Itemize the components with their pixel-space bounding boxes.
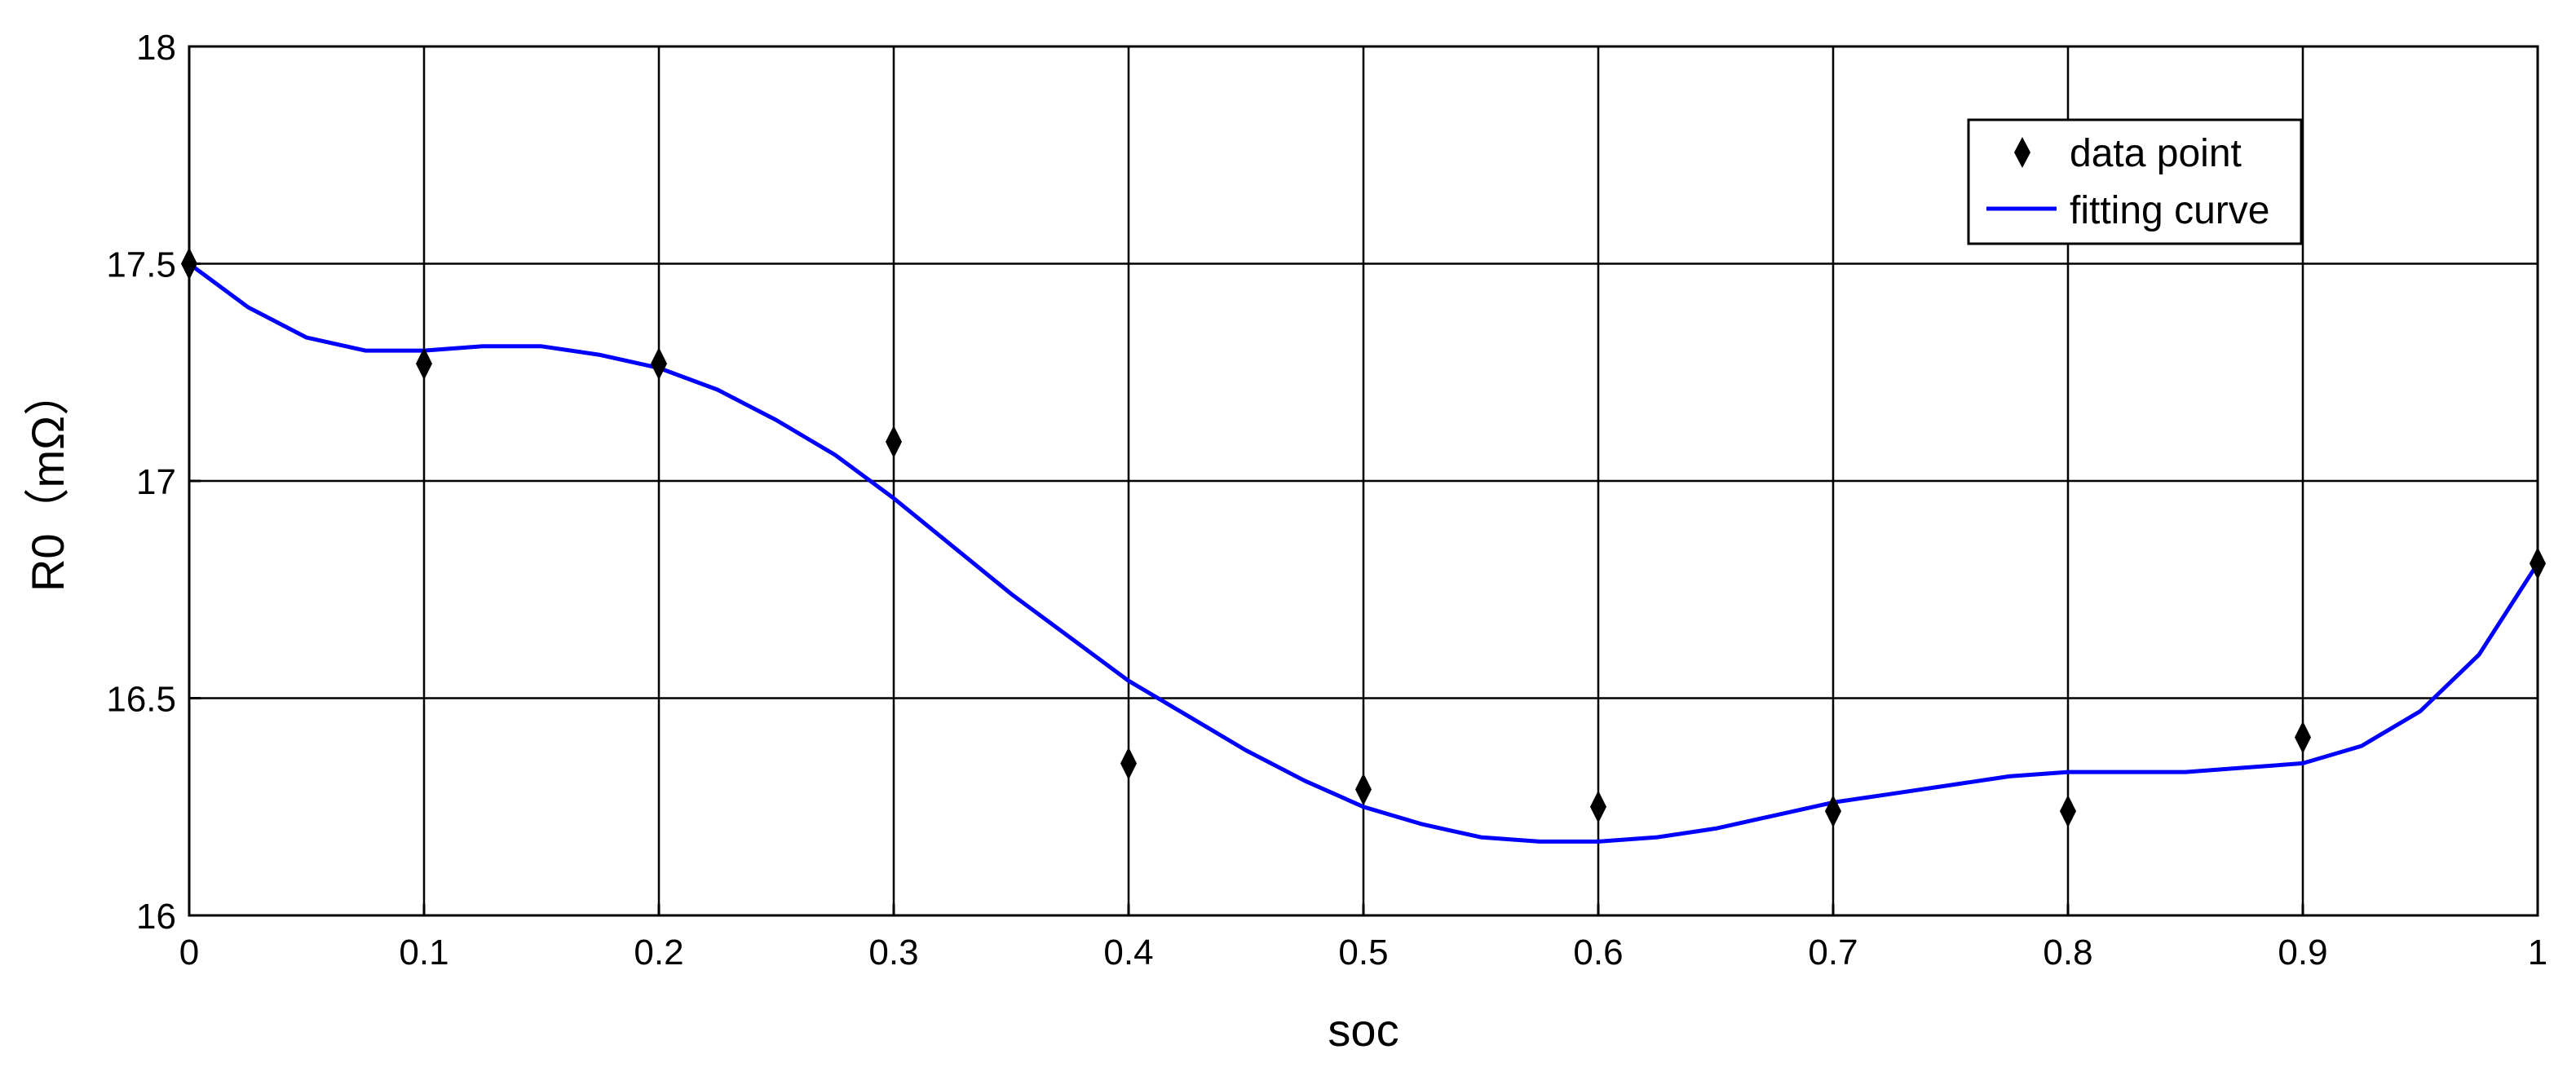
- legend-label-data-point: data point: [2070, 132, 2242, 175]
- data-point-marker: [1120, 747, 1137, 780]
- y-tick-label: 18: [136, 28, 176, 68]
- legend: data point fitting curve: [1967, 118, 2303, 245]
- series-layer: [181, 247, 2546, 844]
- y-tick-label: 17.5: [106, 245, 176, 285]
- y-tick-label: 16: [136, 897, 176, 937]
- x-tick-label: 0.1: [399, 933, 448, 972]
- plot-frame: [188, 45, 2539, 917]
- data-point-marker: [2060, 795, 2076, 828]
- data-point-marker: [2295, 721, 2311, 754]
- x-tick-label: 1: [2528, 933, 2547, 972]
- legend-label-fitting-curve: fitting curve: [2070, 189, 2269, 232]
- x-tick-label: 0.6: [1573, 933, 1623, 972]
- x-tick-label: 0: [179, 933, 199, 972]
- y-tick-label: 17: [136, 462, 176, 502]
- data-point-marker: [651, 347, 667, 381]
- x-tick-label: 0.2: [634, 933, 683, 972]
- x-tick-label: 0.4: [1103, 933, 1153, 972]
- legend-marker-data-point: [2014, 137, 2030, 168]
- data-point-marker: [1590, 790, 1606, 823]
- fitting-curve-line: [187, 262, 2540, 844]
- y-tick-label: 16.5: [106, 680, 176, 720]
- x-axis-title: soc: [1328, 1004, 1398, 1056]
- x-axis-ticks: 0 0.1 0.2 0.3 0.4 0.5 0.6 0.7 0.8 0.9 1: [179, 904, 2547, 972]
- x-tick-label: 0.8: [2043, 933, 2092, 972]
- data-point-marker: [886, 426, 902, 459]
- x-tick-label: 0.7: [1808, 933, 1858, 972]
- x-tick-label: 0.9: [2278, 933, 2327, 972]
- data-point-marker: [1355, 773, 1372, 806]
- data-point-marker: [1825, 795, 1841, 828]
- x-tick-label: 0.5: [1338, 933, 1388, 972]
- x-tick-label: 0.3: [868, 933, 918, 972]
- data-point-marker: [416, 347, 432, 381]
- y-axis-title: R0（mΩ）: [22, 370, 73, 592]
- y-axis-ticks: 16 16.5 17 17.5 18: [106, 28, 201, 937]
